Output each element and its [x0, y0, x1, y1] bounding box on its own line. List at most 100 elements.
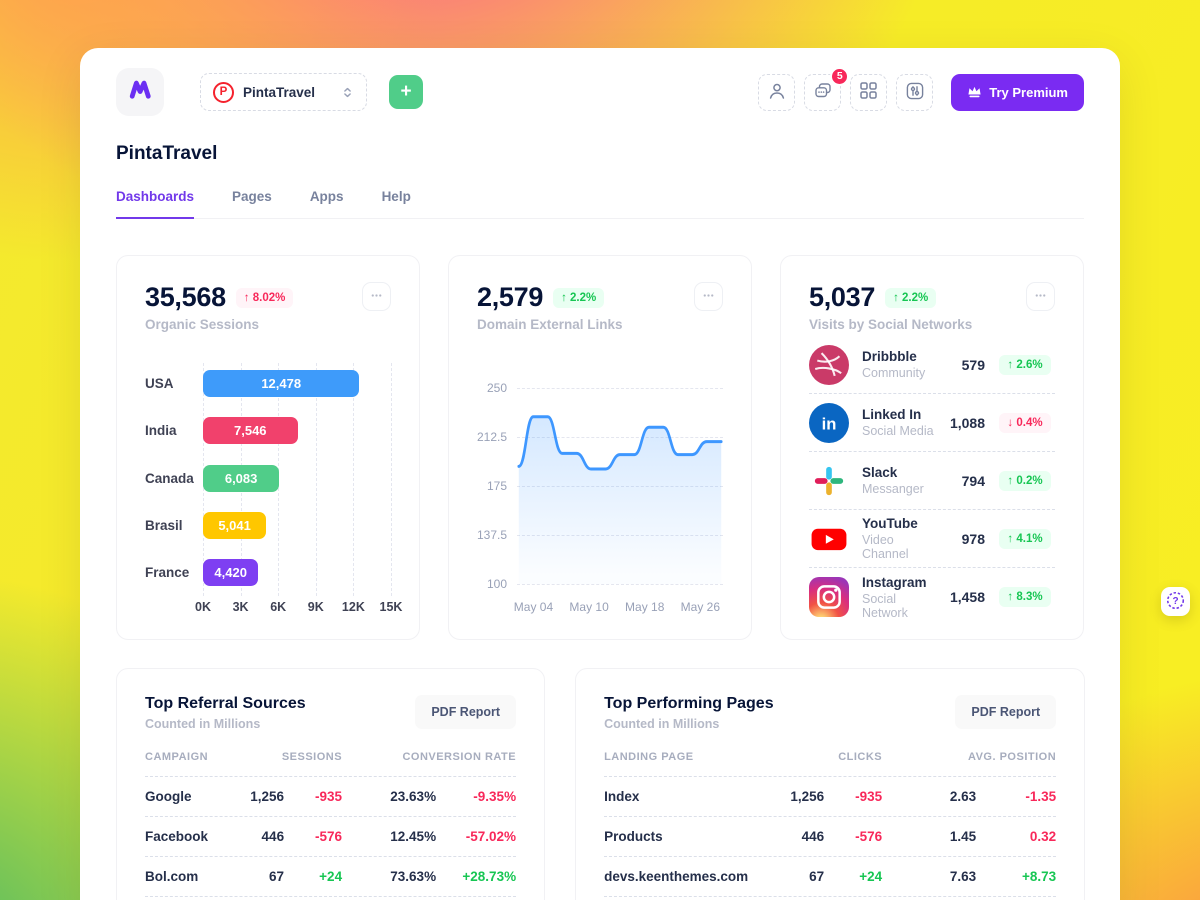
- try-premium-button[interactable]: Try Premium: [951, 73, 1084, 111]
- social-delta: ↑ 8.3%: [995, 587, 1055, 607]
- delta-badge: ↑ 4.1%: [999, 528, 1051, 549]
- column-header: CLICKS: [838, 751, 883, 763]
- help-button[interactable]: ?: [1161, 587, 1190, 616]
- table-row[interactable]: Products 446 -576 1.45 0.32: [604, 817, 1057, 857]
- chevron-updown-icon: [341, 86, 354, 99]
- row-delta: +24: [319, 869, 343, 884]
- table-row[interactable]: Bol.com 67 +24 73.63% +28.73%: [145, 857, 517, 897]
- gridline: [315, 363, 317, 596]
- gridline: [517, 437, 723, 438]
- user-button[interactable]: [758, 73, 796, 111]
- card-menu-button[interactable]: [1026, 282, 1055, 311]
- card-organic-sessions: 35,568 ↑ 8.02% Organic Sessions USA India…: [116, 255, 420, 640]
- area-chart-x-axis: May 04 May 10 May 18 May 26: [514, 600, 723, 614]
- ellipsis-icon: [1033, 288, 1048, 306]
- social-delta: ↓ 0.4%: [995, 412, 1055, 433]
- row-value: 446: [801, 829, 825, 844]
- bar-france[interactable]: 4,420: [203, 559, 259, 586]
- performing-pages-table-body: Index 1,256 -935 2.63 -1.35 Products 446 -576 1.…: [604, 777, 1057, 897]
- tab-help[interactable]: Help: [381, 189, 411, 204]
- delta-badge: ↓ 0.4%: [999, 412, 1051, 433]
- crown-icon: [967, 84, 982, 101]
- bar-canada[interactable]: 6,083: [203, 464, 280, 492]
- tab-dashboards[interactable]: Dashboards: [116, 189, 195, 219]
- instagram-icon: [809, 577, 849, 617]
- social-row-youtube[interactable]: YouTube Video Channel 978 ↑ 4.1%: [809, 510, 1055, 568]
- chat-button[interactable]: 5: [804, 66, 850, 111]
- ellipsis-icon: [369, 288, 384, 306]
- topbar-actions: 5 Try Premium: [758, 66, 1084, 111]
- bar-brasil[interactable]: 5,041: [203, 511, 267, 539]
- axis-tick-label: 9K: [307, 600, 324, 614]
- table-row[interactable]: Google 1,256 -935 23.63% -9.35%: [145, 777, 517, 817]
- bar-category-label: India: [145, 423, 177, 439]
- tab-apps[interactable]: Apps: [309, 189, 344, 204]
- column-header: AVG. POSITION: [967, 751, 1057, 763]
- table-row[interactable]: Facebook 446 -576 12.45% -57.02%: [145, 817, 517, 857]
- gridline: [517, 388, 723, 389]
- external-links-area-chart: 250 212.5 175 137.5 100: [477, 381, 723, 591]
- social-category: Video Channel: [862, 533, 909, 561]
- row-name: Bol.com: [145, 869, 199, 884]
- pdf-report-button[interactable]: PDF Report: [415, 695, 517, 729]
- bar-india[interactable]: 7,546: [203, 417, 298, 445]
- apps-grid-button[interactable]: [850, 73, 888, 111]
- row-delta: -1.35: [1025, 789, 1057, 804]
- svg-text:?: ?: [1172, 595, 1178, 606]
- social-row-dribbble[interactable]: Dribbble Community 579 ↑ 2.6%: [809, 336, 1055, 394]
- app-logo[interactable]: [116, 68, 164, 116]
- pdf-report-button[interactable]: PDF Report: [955, 695, 1057, 729]
- row-delta: +28.73%: [462, 869, 517, 884]
- try-premium-label: Try Premium: [989, 84, 1068, 100]
- settings-button[interactable]: [896, 73, 934, 111]
- bar-usa[interactable]: 12,478: [203, 370, 360, 397]
- user-icon: [767, 81, 787, 104]
- tab-pages[interactable]: Pages: [232, 189, 272, 204]
- add-button[interactable]: +: [389, 75, 424, 109]
- dribbble-icon: [809, 344, 849, 385]
- social-row-slack[interactable]: Slack Messanger 794 ↑ 0.2%: [809, 452, 1055, 510]
- social-delta: ↑ 0.2%: [995, 470, 1055, 491]
- social-row-instagram[interactable]: Instagram Social Network 1,458 ↑ 8.3%: [809, 568, 1055, 626]
- social-meta: Linked In Social Media: [862, 407, 937, 438]
- table-row[interactable]: Index 1,256 -935 2.63 -1.35: [604, 777, 1057, 817]
- row-value: 23.63%: [390, 789, 437, 804]
- youtube-icon: [809, 519, 849, 559]
- domain-links-subtitle: Domain External Links: [477, 317, 623, 332]
- social-name: Dribbble: [862, 349, 917, 364]
- row-delta: +8.73: [1021, 869, 1057, 884]
- bar-category-label: USA: [145, 376, 174, 391]
- workspace-select[interactable]: P PintaTravel: [200, 73, 368, 111]
- social-category: Social Network: [862, 591, 908, 620]
- social-name: Linked In: [862, 407, 922, 422]
- sliders-icon: [905, 81, 925, 104]
- delta-badge: ↑ 0.2%: [999, 470, 1051, 491]
- performing-pages-title: Top Performing Pages: [604, 695, 774, 712]
- domain-links-delta-badge: ↑ 2.2%: [553, 287, 605, 308]
- social-delta: ↑ 2.6%: [995, 354, 1055, 375]
- card-menu-button[interactable]: [694, 282, 723, 311]
- row-value: 1.45: [949, 829, 977, 844]
- social-category: Messanger: [862, 482, 924, 496]
- domain-links-value: 2,579: [477, 282, 544, 312]
- axis-tick-label: 100: [486, 577, 507, 591]
- table-cards-row: Top Referral Sources Counted in Millions…: [116, 668, 1086, 900]
- social-value: 978: [961, 530, 985, 547]
- axis-tick-label: 6K: [270, 600, 287, 614]
- social-meta: YouTube Video Channel: [862, 516, 937, 561]
- table-row[interactable]: devs.keenthemes.com 67 +24 7.63 +8.73: [604, 857, 1057, 897]
- card-menu-button[interactable]: [362, 282, 391, 311]
- row-delta: -9.35%: [473, 789, 517, 804]
- row-delta: -935: [315, 789, 343, 804]
- performing-pages-table-header: LANDING PAGE CLICKS AVG. POSITION: [604, 751, 1057, 777]
- social-row-linkedin[interactable]: in Linked In Social Media 1,088 ↓ 0.4%: [809, 394, 1055, 452]
- gridline: [353, 363, 355, 596]
- column-header: CONVERSION RATE: [402, 751, 517, 763]
- gridline: [391, 363, 392, 596]
- workspace-logo-icon: P: [213, 81, 234, 103]
- organic-sessions-subtitle: Organic Sessions: [145, 317, 260, 332]
- workspace-name: PintaTravel: [243, 84, 316, 100]
- app-window: P PintaTravel + 5: [80, 48, 1120, 900]
- column-header: LANDING PAGE: [604, 751, 694, 763]
